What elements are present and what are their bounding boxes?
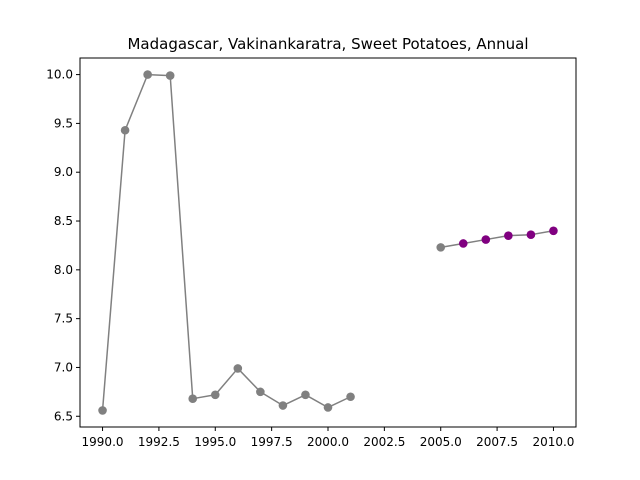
data-point (436, 243, 446, 252)
x-tick-label: 2002.5 (363, 435, 405, 449)
x-tick-label: 2010.0 (532, 435, 574, 449)
data-point (301, 390, 310, 400)
x-axis: 1990.0 1992.5 1995.0 1997.5 2000.0 2002.5 2005… (82, 427, 574, 449)
y-tick-label: 8.0 (54, 263, 73, 277)
data-point (549, 226, 558, 236)
data-point (323, 403, 333, 412)
data-point (210, 390, 220, 400)
data-point (188, 394, 198, 403)
data-point (458, 239, 468, 248)
data-point (256, 387, 265, 397)
x-tick-label: 1997.5 (251, 435, 293, 449)
data-point (346, 392, 355, 402)
x-tick-label: 2007.5 (476, 435, 518, 449)
y-tick-label: 8.5 (54, 214, 73, 228)
data-point (504, 231, 513, 240)
x-tick-label: 2000.0 (307, 435, 349, 449)
y-tick-label: 7.5 (54, 312, 73, 326)
data-point (120, 125, 130, 135)
data-point (233, 364, 243, 373)
x-tick-label: 1990.0 (82, 435, 124, 449)
y-tick-label: 10.0 (46, 68, 73, 82)
y-tick-label: 9.5 (54, 116, 73, 130)
y-tick-label: 6.5 (54, 409, 73, 423)
series-line-2 (440, 230, 554, 249)
x-tick-label: 1995.0 (194, 435, 236, 449)
data-point (481, 235, 491, 244)
y-axis: 6.5 7.0 7.5 8.0 8.5 9.0 9.5 10.0 (46, 68, 80, 423)
data-point (278, 401, 288, 410)
x-tick-label: 2005.0 (420, 435, 462, 449)
x-tick-label: 1992.5 (138, 435, 180, 449)
data-point (143, 70, 152, 79)
data-point (165, 71, 175, 80)
series-line-1 (101, 73, 351, 411)
data-point (98, 406, 107, 415)
y-tick-label: 9.0 (54, 165, 73, 179)
chart-title: Madagascar, Vakinankaratra, Sweet Potato… (127, 35, 528, 53)
data-point (526, 230, 536, 239)
plot-frame (79, 57, 577, 428)
y-tick-label: 7.0 (54, 360, 73, 374)
